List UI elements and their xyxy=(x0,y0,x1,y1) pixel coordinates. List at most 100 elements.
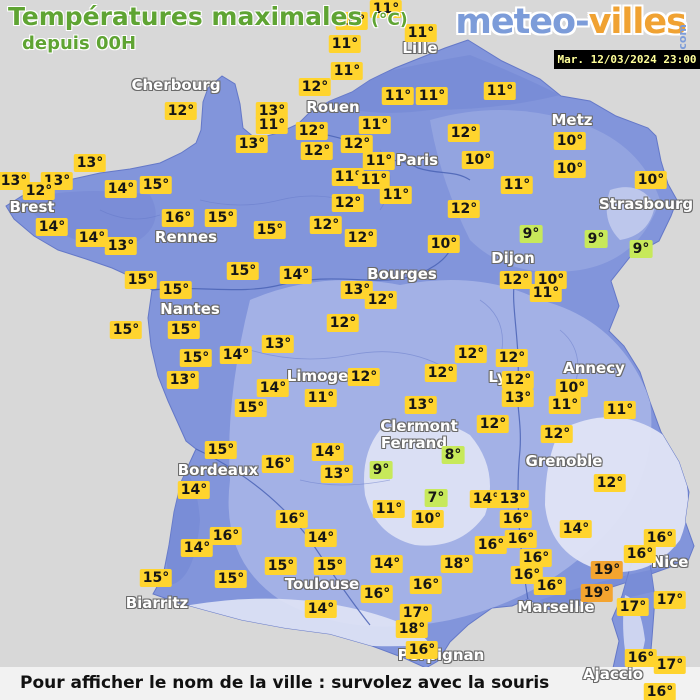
temp-badge[interactable]: 14° xyxy=(256,379,290,397)
temp-badge[interactable]: 18° xyxy=(440,555,474,573)
temp-badge[interactable]: 11° xyxy=(381,87,415,105)
temp-badge[interactable]: 12° xyxy=(593,474,627,492)
temp-badge[interactable]: 12° xyxy=(364,291,398,309)
temp-badge[interactable]: 14° xyxy=(304,529,338,547)
temp-badge[interactable]: 8° xyxy=(441,446,465,464)
temp-badge[interactable]: 19° xyxy=(580,584,614,602)
temp-badge[interactable]: 14° xyxy=(311,443,345,461)
temp-badge[interactable]: 9° xyxy=(584,230,608,248)
temp-badge[interactable]: 16° xyxy=(504,530,538,548)
temp-badge[interactable]: 12° xyxy=(344,229,378,247)
temp-badge[interactable]: 11° xyxy=(255,116,289,134)
temp-badge[interactable]: 11° xyxy=(362,152,396,170)
temp-badge[interactable]: 14° xyxy=(177,481,211,499)
temp-badge[interactable]: 15° xyxy=(214,570,248,588)
temp-badge[interactable]: 12° xyxy=(295,122,329,140)
temp-badge[interactable]: 18° xyxy=(395,620,429,638)
temp-badge[interactable]: 10° xyxy=(411,510,445,528)
logo[interactable]: meteo-villes .com xyxy=(455,0,689,54)
temp-badge[interactable]: 9° xyxy=(519,225,543,243)
temp-badge[interactable]: 12° xyxy=(340,135,374,153)
temp-badge[interactable]: 15° xyxy=(253,221,287,239)
temp-badge[interactable]: 10° xyxy=(427,235,461,253)
temp-badge[interactable]: 12° xyxy=(540,425,574,443)
temp-badge[interactable]: 14° xyxy=(304,600,338,618)
temp-badge[interactable]: 16° xyxy=(643,529,677,547)
temp-badge[interactable]: 15° xyxy=(226,262,260,280)
temp-badge[interactable]: 11° xyxy=(404,24,438,42)
temp-badge[interactable]: 10° xyxy=(553,132,587,150)
temp-badge[interactable]: 14° xyxy=(75,229,109,247)
temp-badge[interactable]: 11° xyxy=(379,186,413,204)
temp-badge[interactable]: 12° xyxy=(331,194,365,212)
temp-badge[interactable]: 19° xyxy=(590,561,624,579)
temp-badge[interactable]: 12° xyxy=(499,271,533,289)
temp-badge[interactable]: 11° xyxy=(529,284,563,302)
temp-badge[interactable]: 15° xyxy=(167,321,201,339)
temp-badge[interactable]: 12° xyxy=(164,102,198,120)
temp-badge[interactable]: 16° xyxy=(409,576,443,594)
temp-badge[interactable]: 15° xyxy=(264,557,298,575)
temp-badge[interactable]: 14° xyxy=(180,539,214,557)
temp-badge[interactable]: 14° xyxy=(104,180,138,198)
temp-badge[interactable]: 12° xyxy=(347,368,381,386)
temp-badge[interactable]: 10° xyxy=(553,160,587,178)
temp-badge[interactable]: 12° xyxy=(22,182,56,200)
temp-badge[interactable]: 13° xyxy=(501,389,535,407)
temp-badge[interactable]: 13° xyxy=(166,371,200,389)
temp-badge[interactable]: 13° xyxy=(404,396,438,414)
temp-badge[interactable]: 11° xyxy=(330,62,364,80)
temp-badge[interactable]: 12° xyxy=(495,349,529,367)
temp-badge[interactable]: 17° xyxy=(616,598,650,616)
temp-badge[interactable]: 15° xyxy=(204,441,238,459)
temp-badge[interactable]: 9° xyxy=(629,240,653,258)
temp-badge[interactable]: 11° xyxy=(603,401,637,419)
temp-badge[interactable]: 15° xyxy=(139,176,173,194)
temp-badge[interactable]: 14° xyxy=(279,266,313,284)
temp-badge[interactable]: 13° xyxy=(104,237,138,255)
temp-badge[interactable]: 16° xyxy=(161,209,195,227)
temp-badge[interactable]: 16° xyxy=(624,649,658,667)
temp-badge[interactable]: 16° xyxy=(405,641,439,659)
temp-badge[interactable]: 16° xyxy=(360,585,394,603)
temp-badge[interactable]: 10° xyxy=(335,12,369,30)
temp-badge[interactable]: 14° xyxy=(219,346,253,364)
temp-badge[interactable]: 13° xyxy=(235,135,269,153)
temp-badge[interactable]: 15° xyxy=(124,271,158,289)
temp-badge[interactable]: 11° xyxy=(500,176,534,194)
temp-badge[interactable]: 16° xyxy=(275,510,309,528)
temp-badge[interactable]: 14° xyxy=(469,490,503,508)
temp-badge[interactable]: 16° xyxy=(533,577,567,595)
temp-badge[interactable]: 15° xyxy=(159,281,193,299)
temp-badge[interactable]: 17° xyxy=(653,656,687,674)
temp-badge[interactable]: 16° xyxy=(623,545,657,563)
temp-badge[interactable]: 10° xyxy=(555,379,589,397)
temp-badge[interactable]: 13° xyxy=(255,102,289,120)
temp-badge[interactable]: 13° xyxy=(496,490,530,508)
temp-badge[interactable]: 15° xyxy=(204,209,238,227)
temp-badge[interactable]: 12° xyxy=(476,415,510,433)
temp-badge[interactable]: 15° xyxy=(139,569,173,587)
temp-badge[interactable]: 16° xyxy=(519,549,553,567)
temp-badge[interactable]: 13° xyxy=(320,465,354,483)
temp-badge[interactable]: 13° xyxy=(261,335,295,353)
temp-badge[interactable]: 12° xyxy=(298,78,332,96)
temp-badge[interactable]: 16° xyxy=(499,510,533,528)
temp-badge[interactable]: 10° xyxy=(634,171,668,189)
temp-badge[interactable]: 12° xyxy=(300,142,334,160)
temp-badge[interactable]: 15° xyxy=(234,399,268,417)
temp-badge[interactable]: 11° xyxy=(357,171,391,189)
temp-badge[interactable]: 17° xyxy=(653,591,687,609)
temp-badge[interactable]: 13° xyxy=(0,172,31,190)
temp-badge[interactable]: 12° xyxy=(309,216,343,234)
temp-badge[interactable]: 12° xyxy=(447,124,481,142)
temp-badge[interactable]: 12° xyxy=(326,314,360,332)
temp-badge[interactable]: 16° xyxy=(261,455,295,473)
temp-badge[interactable]: 11° xyxy=(548,396,582,414)
temp-badge[interactable]: 11° xyxy=(304,389,338,407)
temp-badge[interactable]: 10° xyxy=(461,151,495,169)
temp-badge[interactable]: 12° xyxy=(454,345,488,363)
temp-badge[interactable]: 15° xyxy=(109,321,143,339)
temp-badge[interactable]: 12° xyxy=(447,200,481,218)
temp-badge[interactable]: 13° xyxy=(73,154,107,172)
